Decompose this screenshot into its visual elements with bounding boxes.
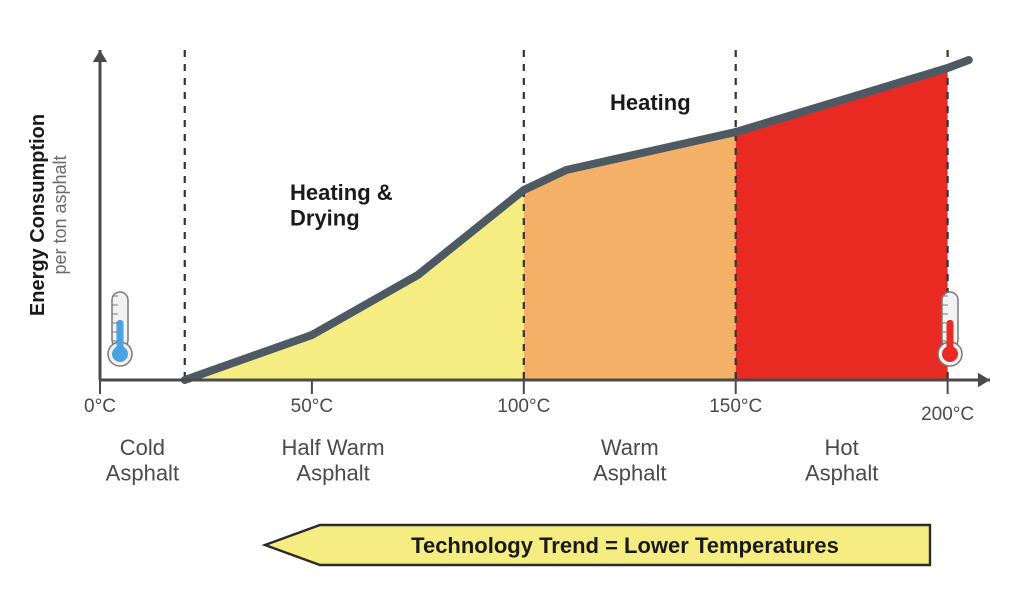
category-hot-line2: Asphalt (805, 460, 878, 485)
x-tick-label-100: 100°C (497, 396, 550, 417)
thermometer-hot-icon (938, 292, 962, 366)
y-axis-title-sub: per ton asphalt (50, 155, 70, 274)
y-axis-title-main: Energy Consumption (27, 114, 49, 316)
category-halfwarm-line2: Asphalt (296, 460, 369, 485)
category-halfwarm: Half WarmAsphalt (282, 435, 385, 485)
category-warm-line2: Asphalt (593, 460, 666, 485)
category-warm-line1: Warm (601, 435, 659, 460)
category-warm: WarmAsphalt (593, 435, 666, 485)
category-halfwarm-line1: Half Warm (282, 435, 385, 460)
category-hot-line1: Hot (825, 435, 859, 460)
annotation-heating-line1: Heating (610, 90, 691, 115)
annotation-heating_drying-line1: Heating & (290, 180, 393, 205)
thermometer-cold-icon (108, 292, 132, 366)
x-tick-label-50: 50°C (291, 396, 333, 417)
x-tick-label-0: 0°C (84, 396, 116, 417)
chart-stage: 0°C 50°C 100°C 150°C 200°C Energy Consumption… (0, 0, 1023, 595)
x-tick-label-200: 200°C (921, 404, 974, 425)
x-tick-label-150: 150°C (709, 396, 762, 417)
annotation-heating: Heating (610, 90, 691, 115)
trend-arrow-label: Technology Trend = Lower Temperatures (411, 533, 839, 558)
chart-svg: 0°C 50°C 100°C 150°C 200°C Energy Consumption… (0, 0, 1023, 595)
category-cold-line2: Asphalt (106, 460, 179, 485)
category-cold-line1: Cold (120, 435, 165, 460)
annotation-heating_drying-line2: Drying (290, 205, 360, 230)
